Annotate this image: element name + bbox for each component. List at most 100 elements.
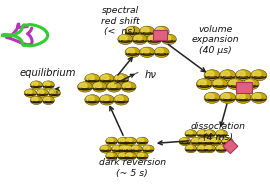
Text: volume
expansion
(40 μs): volume expansion (40 μs) (192, 25, 239, 55)
Circle shape (26, 90, 32, 94)
Circle shape (24, 89, 36, 97)
Circle shape (214, 80, 222, 86)
Circle shape (132, 146, 138, 150)
Circle shape (198, 146, 204, 150)
Circle shape (112, 145, 123, 153)
Circle shape (125, 26, 140, 36)
Circle shape (187, 131, 192, 135)
Circle shape (126, 153, 132, 157)
Circle shape (253, 94, 261, 99)
FancyBboxPatch shape (236, 82, 252, 93)
Circle shape (251, 70, 267, 81)
Circle shape (253, 71, 261, 77)
Circle shape (149, 35, 156, 41)
Circle shape (79, 83, 87, 88)
Text: spectral
red shift
(<  ns): spectral red shift (< ns) (101, 6, 140, 36)
Circle shape (217, 131, 223, 135)
Circle shape (206, 94, 214, 99)
Circle shape (212, 79, 228, 90)
Circle shape (205, 131, 211, 135)
Circle shape (106, 137, 117, 145)
Circle shape (130, 145, 142, 153)
Circle shape (127, 27, 134, 33)
Circle shape (38, 90, 44, 94)
Circle shape (204, 130, 215, 138)
Circle shape (114, 95, 129, 105)
Circle shape (101, 75, 109, 80)
Circle shape (161, 34, 176, 45)
Circle shape (120, 35, 127, 41)
Circle shape (204, 145, 215, 153)
Circle shape (124, 152, 136, 160)
FancyBboxPatch shape (153, 30, 167, 40)
Circle shape (192, 139, 198, 143)
Circle shape (125, 146, 131, 150)
Circle shape (101, 146, 107, 150)
Circle shape (215, 130, 227, 138)
Circle shape (92, 82, 107, 92)
Circle shape (230, 80, 238, 86)
Circle shape (215, 145, 227, 153)
Circle shape (123, 145, 135, 153)
Circle shape (119, 153, 125, 157)
Circle shape (117, 152, 129, 160)
Circle shape (235, 70, 251, 81)
Circle shape (77, 82, 93, 92)
Circle shape (50, 90, 56, 94)
Circle shape (185, 145, 197, 153)
Circle shape (106, 152, 117, 160)
Circle shape (134, 35, 142, 41)
Circle shape (42, 96, 55, 105)
Circle shape (140, 26, 155, 36)
Circle shape (123, 83, 130, 88)
Circle shape (191, 137, 203, 146)
Circle shape (32, 82, 38, 86)
Circle shape (222, 94, 230, 99)
Circle shape (120, 146, 126, 150)
Circle shape (203, 137, 214, 146)
Circle shape (197, 145, 209, 153)
Circle shape (119, 138, 125, 142)
Circle shape (141, 27, 149, 33)
Circle shape (107, 138, 113, 142)
Circle shape (211, 139, 217, 143)
Circle shape (251, 92, 267, 103)
Circle shape (113, 146, 119, 150)
Circle shape (141, 48, 149, 54)
Circle shape (142, 145, 154, 153)
Text: dark reversion
(~ 5 s): dark reversion (~ 5 s) (99, 158, 166, 178)
Circle shape (48, 89, 60, 97)
Circle shape (30, 81, 42, 89)
Circle shape (144, 146, 150, 150)
Circle shape (179, 137, 191, 146)
Circle shape (107, 82, 122, 92)
Circle shape (109, 83, 116, 88)
Text: hν: hν (144, 70, 156, 80)
Circle shape (198, 137, 210, 146)
Circle shape (223, 139, 229, 143)
Circle shape (138, 153, 144, 157)
Circle shape (237, 71, 245, 77)
Circle shape (85, 74, 100, 84)
Text: equilibrium: equilibrium (19, 67, 76, 77)
Circle shape (140, 47, 155, 58)
Circle shape (222, 71, 230, 77)
Circle shape (101, 96, 109, 101)
Circle shape (85, 95, 100, 105)
Circle shape (99, 95, 114, 105)
Circle shape (121, 82, 136, 92)
Circle shape (118, 34, 133, 45)
Circle shape (196, 79, 212, 90)
Circle shape (36, 89, 48, 97)
Circle shape (156, 48, 163, 54)
Circle shape (125, 47, 140, 58)
Circle shape (126, 138, 132, 142)
Circle shape (197, 130, 209, 138)
Circle shape (187, 146, 192, 150)
Circle shape (136, 137, 148, 145)
Circle shape (87, 96, 94, 101)
Circle shape (204, 139, 210, 143)
Circle shape (199, 139, 205, 143)
Circle shape (198, 80, 206, 86)
Circle shape (185, 130, 197, 138)
